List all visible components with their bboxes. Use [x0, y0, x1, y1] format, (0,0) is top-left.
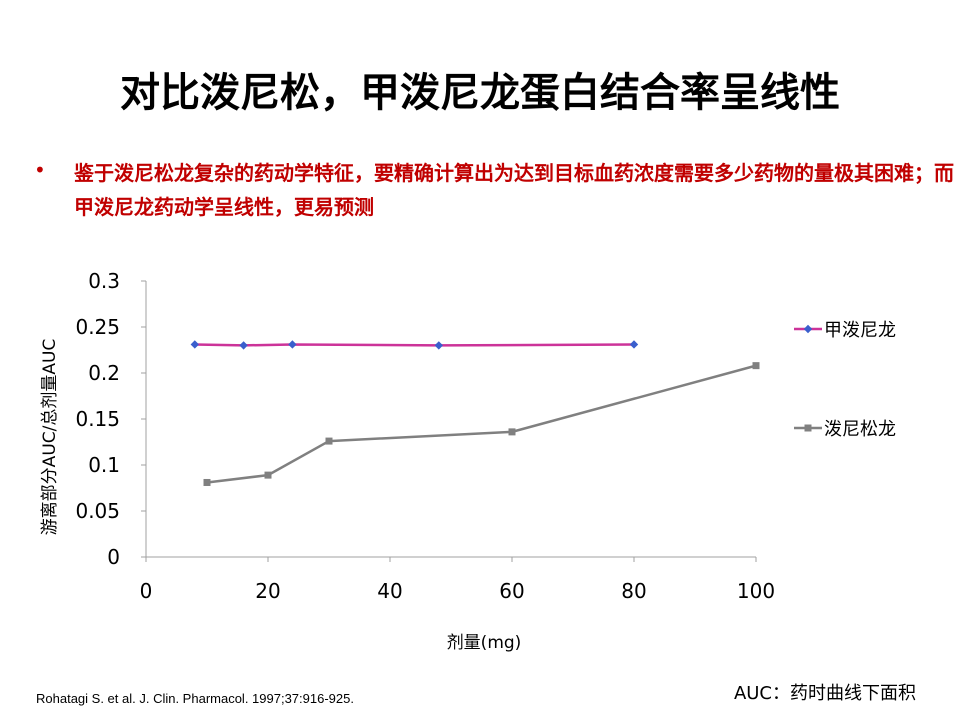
legend-marker-series-2 [804, 424, 812, 432]
data-point-series-2 [752, 362, 760, 370]
bullet-text: 鉴于泼尼松龙复杂的药动学特征，要精确计算出为达到目标血药浓度需要多少药物的量极其… [74, 161, 954, 219]
x-axis-label: 剂量(mg) [447, 633, 522, 653]
y-tick-label: 0.1 [88, 453, 120, 477]
slide-title: 对比泼尼松，甲泼尼龙蛋白结合率呈线性 [120, 70, 840, 116]
y-axis-label: 游离部分AUC/总剂量AUC [40, 339, 60, 536]
data-point-series-2 [508, 428, 516, 436]
data-point-series-2 [264, 471, 272, 479]
data-point-series-1 [288, 340, 297, 349]
x-tick-label: 80 [621, 579, 646, 603]
data-point-series-1 [239, 341, 248, 350]
bullet-icon: • [34, 158, 46, 182]
data-point-series-1 [629, 340, 639, 349]
data-point-series-2 [203, 478, 211, 486]
data-point-series-1 [434, 341, 443, 350]
x-tick-label: 100 [737, 579, 775, 603]
series-line-1 [194, 343, 635, 347]
y-tick-label: 0.05 [75, 499, 120, 523]
x-tick-label: 60 [499, 579, 524, 603]
legend-marker-series-1 [803, 324, 813, 334]
y-tick-label: 0.25 [75, 315, 120, 339]
x-tick-label: 0 [140, 579, 153, 603]
y-tick-label: 0.2 [88, 361, 120, 385]
x-tick-label: 20 [255, 579, 280, 603]
data-point-series-2 [325, 437, 333, 445]
x-tick-label: 40 [377, 579, 402, 603]
legend-label-series-2: 泼尼松龙 [824, 419, 896, 440]
data-point-series-1 [190, 340, 199, 349]
series-line-2 [206, 364, 757, 484]
y-tick-label: 0.3 [88, 269, 120, 293]
citation: Rohatagi S. et al. J. Clin. Pharmacol. 1… [36, 691, 354, 706]
legend-label-series-1: 甲泼尼龙 [824, 320, 896, 341]
auc-footnote: AUC：药时曲线下面积 [733, 683, 916, 704]
y-tick-label: 0.15 [75, 407, 120, 431]
y-tick-label: 0 [107, 545, 120, 569]
